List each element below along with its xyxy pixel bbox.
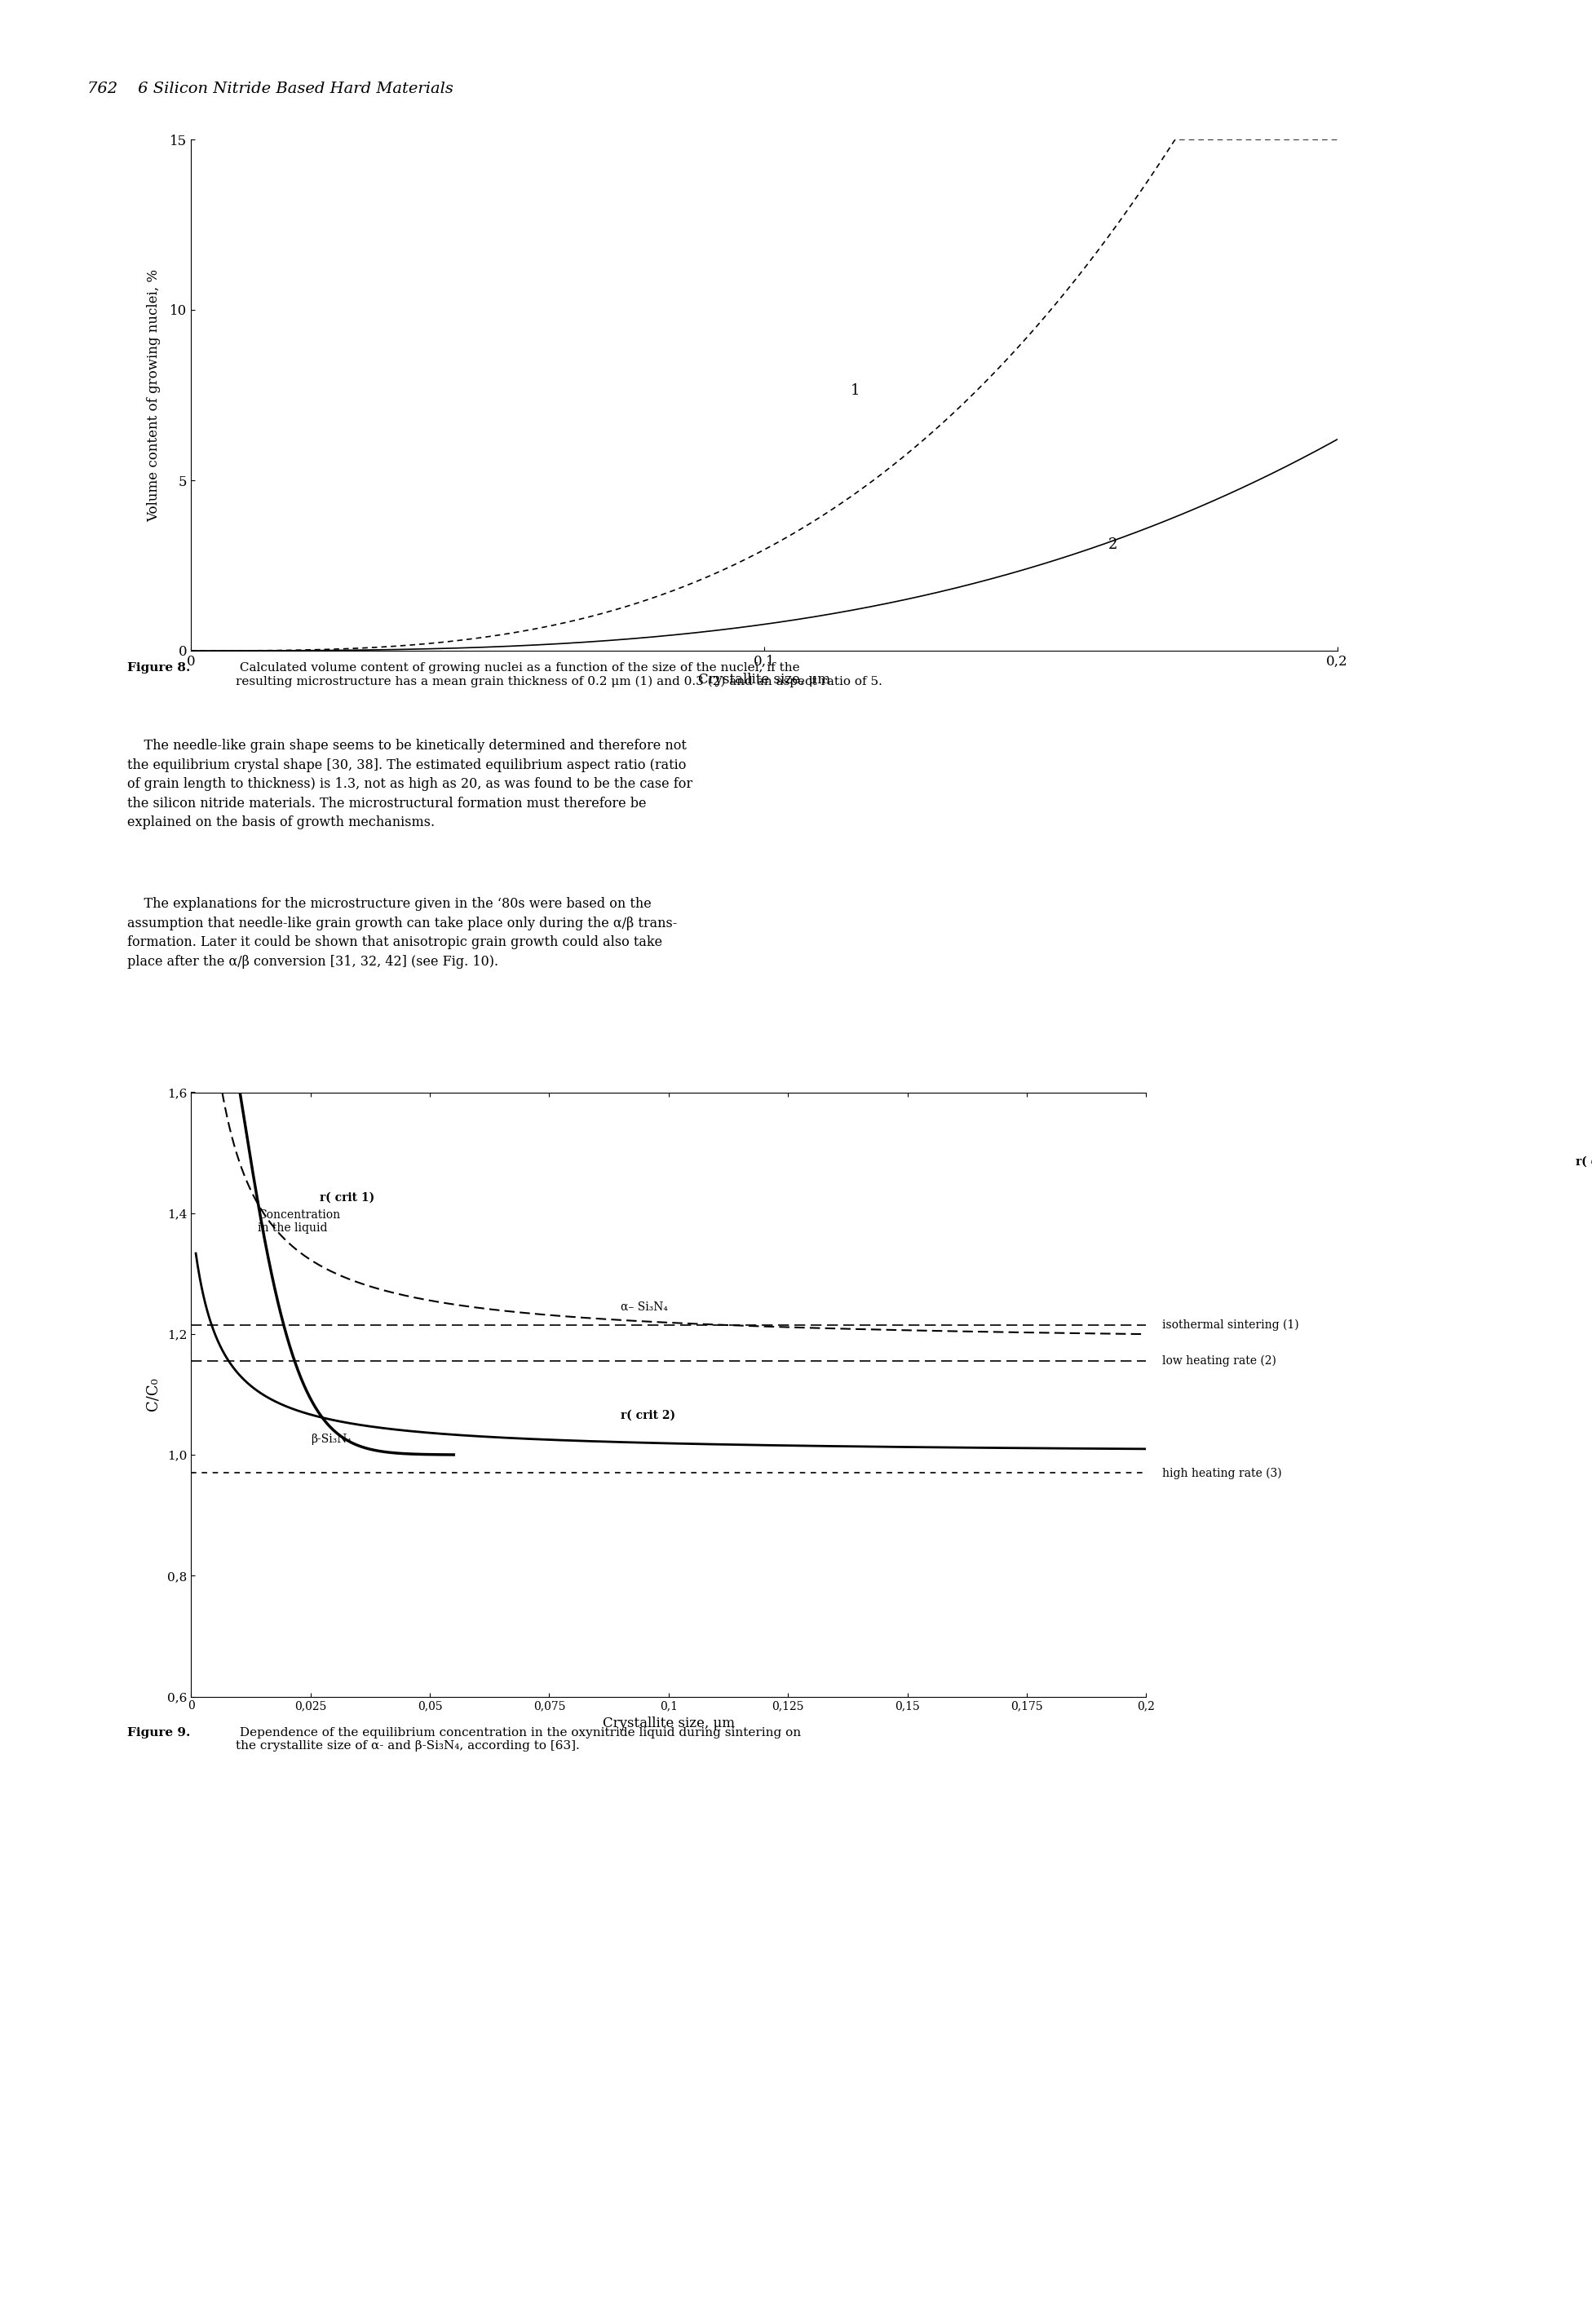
X-axis label: Crystallite size, μm: Crystallite size, μm: [603, 1717, 734, 1731]
Text: isothermal sintering (1): isothermal sintering (1): [1162, 1320, 1299, 1332]
Text: Figure 8.: Figure 8.: [127, 662, 191, 674]
X-axis label: Crystallite size, μm: Crystallite size, μm: [699, 674, 829, 688]
Text: 1: 1: [850, 383, 860, 397]
Text: r( crit 1): r( crit 1): [320, 1192, 374, 1204]
Text: r( crit 3) = ∞: r( crit 3) = ∞: [1576, 1155, 1592, 1167]
Text: 762    6 Silicon Nitride Based Hard Materials: 762 6 Silicon Nitride Based Hard Materia…: [88, 81, 454, 95]
Text: Calculated volume content of growing nuclei as a function of the size of the nuc: Calculated volume content of growing nuc…: [236, 662, 882, 688]
Text: Dependence of the equilibrium concentration in the oxynitride liquid during sint: Dependence of the equilibrium concentrat…: [236, 1727, 801, 1752]
Y-axis label: Volume content of growing nuclei, %: Volume content of growing nuclei, %: [146, 270, 161, 521]
Text: 2: 2: [1108, 537, 1118, 551]
Text: r( crit 2): r( crit 2): [621, 1411, 675, 1420]
Text: α– Si₃N₄: α– Si₃N₄: [621, 1301, 669, 1313]
Text: The explanations for the microstructure given in the ‘80s were based on the
assu: The explanations for the microstructure …: [127, 897, 677, 969]
Text: The needle-like grain shape seems to be kinetically determined and therefore not: The needle-like grain shape seems to be …: [127, 739, 693, 830]
Text: Figure 9.: Figure 9.: [127, 1727, 191, 1738]
Text: low heating rate (2): low heating rate (2): [1162, 1355, 1277, 1367]
Text: Concentration
in the liquid: Concentration in the liquid: [258, 1208, 341, 1234]
Text: high heating rate (3): high heating rate (3): [1162, 1466, 1282, 1478]
Text: β-Si₃N₄: β-Si₃N₄: [310, 1434, 352, 1446]
Y-axis label: C/C₀: C/C₀: [146, 1378, 161, 1411]
